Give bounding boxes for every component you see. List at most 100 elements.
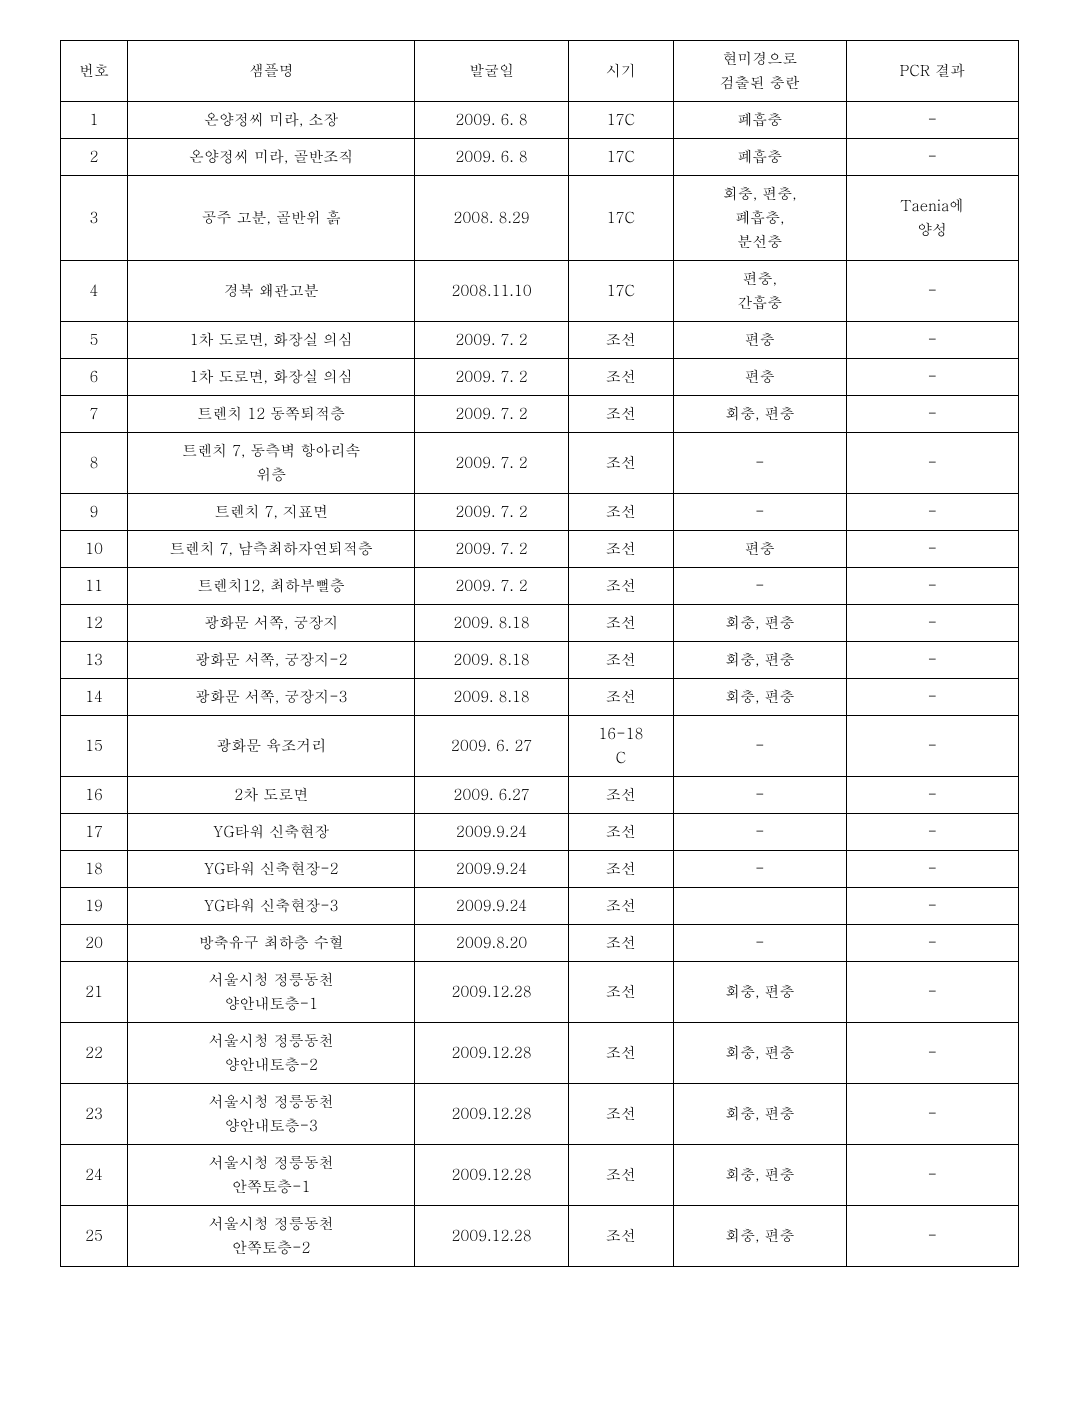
table-row: 7트렌치 12 동쪽퇴적층2009. 7. 2조선회충, 편충-: [61, 396, 1019, 433]
cell-period: 조선: [568, 851, 673, 888]
cell-micro: 회충, 편충: [674, 679, 846, 716]
cell-pcr: -: [846, 814, 1018, 851]
cell-period: 조선: [568, 605, 673, 642]
cell-num: 6: [61, 359, 128, 396]
cell-num: 10: [61, 531, 128, 568]
cell-name: 광화문 서쪽, 궁장지-3: [128, 679, 415, 716]
cell-num: 18: [61, 851, 128, 888]
cell-num: 17: [61, 814, 128, 851]
cell-name: 1차 도로면, 화장실 의심: [128, 359, 415, 396]
cell-num: 16: [61, 777, 128, 814]
cell-num: 20: [61, 925, 128, 962]
cell-date: 2009. 7. 2: [415, 568, 568, 605]
cell-name: 광화문 서쪽, 궁장지: [128, 605, 415, 642]
cell-pcr: -: [846, 642, 1018, 679]
cell-micro: 편충, 간흡충: [674, 261, 846, 322]
cell-pcr: -: [846, 605, 1018, 642]
cell-pcr: -: [846, 1145, 1018, 1206]
cell-date: 2009. 6. 27: [415, 716, 568, 777]
table-row: 12광화문 서쪽, 궁장지2009. 8.18조선회충, 편충-: [61, 605, 1019, 642]
cell-period: 조선: [568, 568, 673, 605]
cell-period: 조선: [568, 679, 673, 716]
cell-date: 2009.9.24: [415, 814, 568, 851]
cell-date: 2009.12.28: [415, 1084, 568, 1145]
cell-num: 5: [61, 322, 128, 359]
cell-pcr: -: [846, 396, 1018, 433]
col-header-micro: 현미경으로 검출된 충란: [674, 41, 846, 102]
cell-micro: 회충, 편충: [674, 1206, 846, 1267]
cell-name: 공주 고분, 골반위 흙: [128, 176, 415, 261]
cell-period: 조선: [568, 1206, 673, 1267]
cell-pcr: -: [846, 1084, 1018, 1145]
cell-num: 11: [61, 568, 128, 605]
cell-name: 온양정씨 미라, 골반조직: [128, 139, 415, 176]
cell-period: 조선: [568, 962, 673, 1023]
table-row: 17YG타워 신축현장2009.9.24조선--: [61, 814, 1019, 851]
cell-name: YG타워 신축현장: [128, 814, 415, 851]
cell-name: 서울시청 정릉동천 양안내토층-1: [128, 962, 415, 1023]
cell-period: 조선: [568, 322, 673, 359]
cell-date: 2008. 8.29: [415, 176, 568, 261]
cell-pcr: -: [846, 359, 1018, 396]
cell-date: 2009. 8.18: [415, 679, 568, 716]
cell-pcr: -: [846, 322, 1018, 359]
cell-date: 2009. 7. 2: [415, 322, 568, 359]
cell-num: 1: [61, 102, 128, 139]
cell-name: 트렌치 7, 동측벽 항아리속 위층: [128, 433, 415, 494]
cell-micro: 회충, 편충: [674, 1145, 846, 1206]
cell-period: 조선: [568, 396, 673, 433]
cell-pcr: -: [846, 102, 1018, 139]
cell-name: 트렌치12, 최하부뻘층: [128, 568, 415, 605]
cell-micro: 편충: [674, 359, 846, 396]
cell-pcr: -: [846, 494, 1018, 531]
cell-micro: -: [674, 925, 846, 962]
table-row: 18YG타워 신축현장-22009.9.24조선--: [61, 851, 1019, 888]
cell-micro: 회충, 편충, 폐흡충, 분선충: [674, 176, 846, 261]
cell-name: 광화문 서쪽, 궁장지-2: [128, 642, 415, 679]
cell-micro: -: [674, 716, 846, 777]
cell-num: 21: [61, 962, 128, 1023]
cell-name: 서울시청 정릉동천 안쪽토층-2: [128, 1206, 415, 1267]
cell-name: 서울시청 정릉동천 안쪽토층-1: [128, 1145, 415, 1206]
table-row: 21서울시청 정릉동천 양안내토층-12009.12.28조선회충, 편충-: [61, 962, 1019, 1023]
cell-micro: 회충, 편충: [674, 962, 846, 1023]
cell-name: YG타워 신축현장-2: [128, 851, 415, 888]
cell-date: 2009. 6.27: [415, 777, 568, 814]
cell-name: 트렌치 7, 남측최하자연퇴적층: [128, 531, 415, 568]
cell-pcr: -: [846, 139, 1018, 176]
cell-date: 2009. 7. 2: [415, 494, 568, 531]
cell-micro: 편충: [674, 322, 846, 359]
cell-period: 17C: [568, 261, 673, 322]
table-row: 22서울시청 정릉동천 양안내토층-22009.12.28조선회충, 편충-: [61, 1023, 1019, 1084]
cell-pcr: -: [846, 888, 1018, 925]
cell-pcr: -: [846, 777, 1018, 814]
cell-name: 온양정씨 미라, 소장: [128, 102, 415, 139]
cell-pcr: -: [846, 679, 1018, 716]
cell-pcr: Taenia에 양성: [846, 176, 1018, 261]
cell-period: 16-18 C: [568, 716, 673, 777]
cell-period: 17C: [568, 139, 673, 176]
cell-num: 15: [61, 716, 128, 777]
cell-name: 방축유구 최하층 수혈: [128, 925, 415, 962]
cell-period: 조선: [568, 359, 673, 396]
cell-date: 2009.8.20: [415, 925, 568, 962]
cell-name: YG타워 신축현장-3: [128, 888, 415, 925]
cell-num: 2: [61, 139, 128, 176]
col-header-date: 발굴일: [415, 41, 568, 102]
table-row: 162차 도로면2009. 6.27조선--: [61, 777, 1019, 814]
cell-period: 조선: [568, 1023, 673, 1084]
cell-period: 조선: [568, 814, 673, 851]
cell-period: 17C: [568, 176, 673, 261]
cell-micro: -: [674, 777, 846, 814]
cell-num: 19: [61, 888, 128, 925]
cell-date: 2009. 6. 8: [415, 102, 568, 139]
table-row: 3공주 고분, 골반위 흙2008. 8.2917C회충, 편충, 폐흡충, 분…: [61, 176, 1019, 261]
cell-date: 2009.12.28: [415, 962, 568, 1023]
cell-num: 4: [61, 261, 128, 322]
cell-period: 조선: [568, 433, 673, 494]
col-header-period: 시기: [568, 41, 673, 102]
table-row: 1온양정씨 미라, 소장2009. 6. 817C폐흡충-: [61, 102, 1019, 139]
col-header-num: 번호: [61, 41, 128, 102]
cell-date: 2009.12.28: [415, 1206, 568, 1267]
cell-period: 조선: [568, 888, 673, 925]
